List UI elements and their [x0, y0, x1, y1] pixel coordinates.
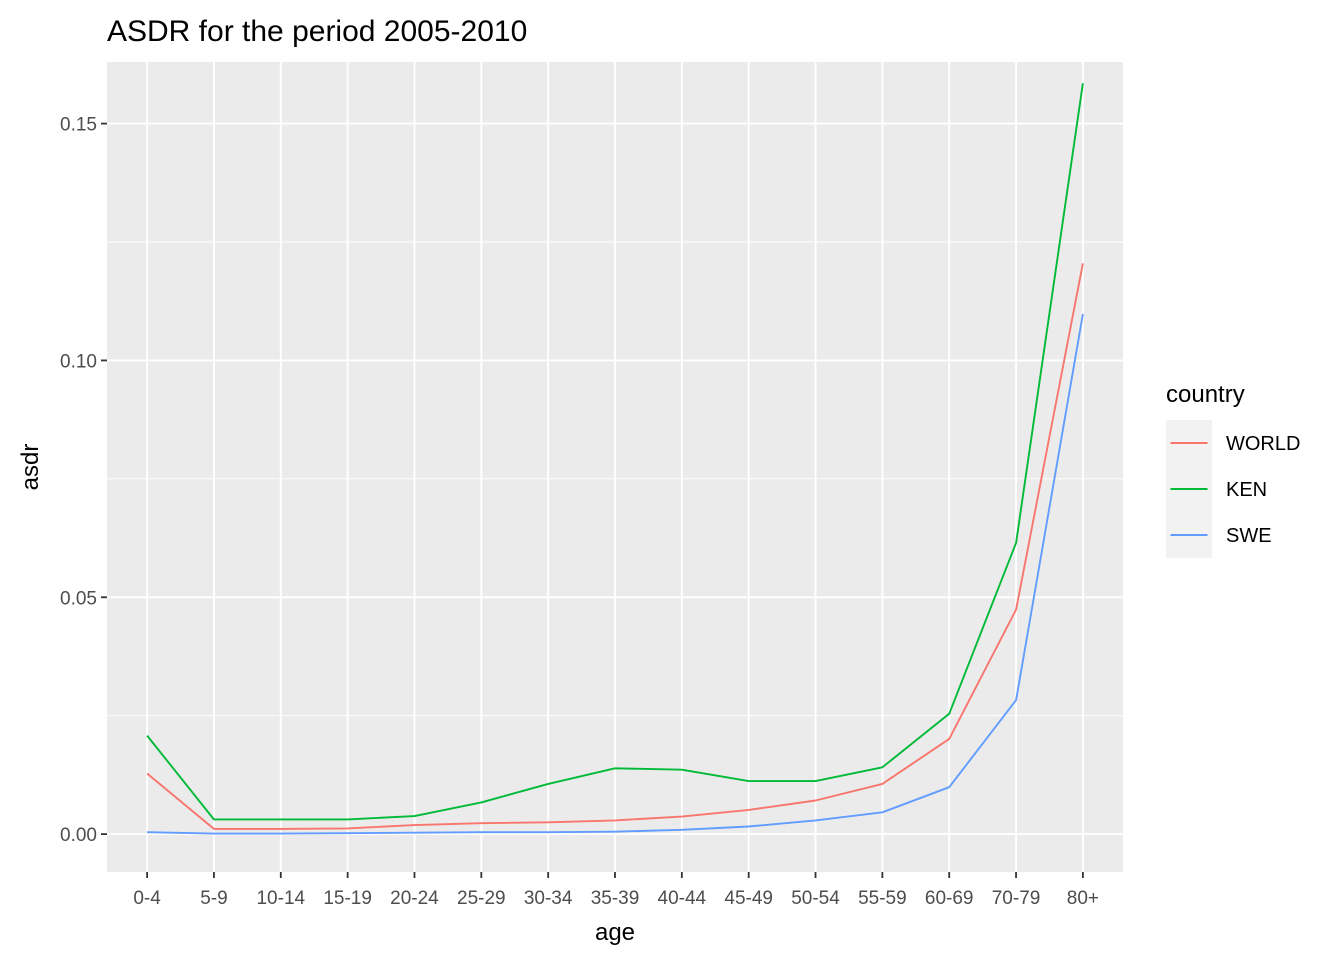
x-tick-label: 35-39	[591, 888, 640, 909]
x-tick-label: 60-69	[925, 888, 974, 909]
x-tick-label: 70-79	[992, 888, 1041, 909]
y-tick-label: 0.05	[60, 588, 97, 609]
x-tick-label: 80+	[1067, 888, 1099, 909]
x-tick-label: 0-4	[133, 888, 161, 909]
series-line-ken	[146, 83, 1084, 821]
chart-title: ASDR for the period 2005-2010	[107, 15, 527, 48]
series-lines	[146, 83, 1084, 835]
legend-label-world: WORLD	[1226, 433, 1300, 455]
y-axis: 0.00 0.05 0.10 0.15	[60, 115, 107, 846]
y-tick-label: 0.15	[60, 115, 97, 136]
x-tick-label: 5-9	[200, 888, 227, 909]
legend-title: country	[1166, 381, 1245, 408]
x-tick-label: 15-19	[323, 888, 372, 909]
x-tick-label: 20-24	[390, 888, 439, 909]
x-tick-label: 40-44	[658, 888, 707, 909]
legend-label-ken: KEN	[1226, 479, 1267, 501]
x-axis-title: age	[595, 919, 635, 946]
legend: country WORLD KEN SWE	[1166, 381, 1300, 558]
legend-label-swe: SWE	[1226, 525, 1272, 547]
x-tick-label: 10-14	[256, 888, 305, 909]
y-axis-title: asdr	[17, 444, 44, 491]
series-line-swe	[147, 313, 1084, 835]
y-tick-label: 0.00	[60, 825, 97, 846]
x-axis: 0-4 5-9 10-14 15-19 20-24 25-29 30-34 35-39 40-4…	[133, 872, 1099, 909]
y-tick-label: 0.10	[60, 351, 97, 372]
series-line-world	[146, 263, 1084, 830]
x-tick-label: 25-29	[457, 888, 506, 909]
x-tick-label: 45-49	[724, 888, 773, 909]
x-tick-label: 55-59	[858, 888, 907, 909]
x-tick-label: 50-54	[791, 888, 840, 909]
x-tick-label: 30-34	[524, 888, 573, 909]
